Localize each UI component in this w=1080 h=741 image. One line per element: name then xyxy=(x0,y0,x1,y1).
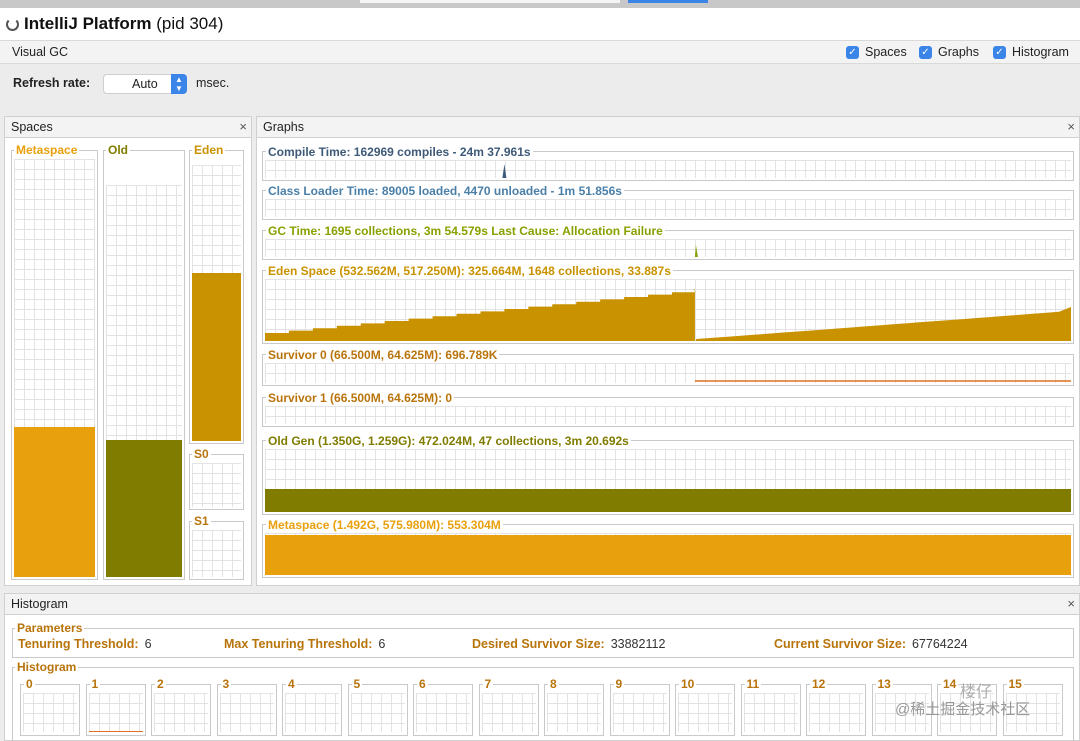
gc-spike xyxy=(694,245,698,257)
window-titlebar: IntelliJ Platform (pid 304) xyxy=(0,8,1080,40)
watermark-author: 楼仔 xyxy=(960,684,993,701)
gc-time-label: GC Time: 1695 collections, 3m 54.579s La… xyxy=(266,224,665,238)
histogram-bin-fill xyxy=(88,731,143,732)
spaces-panel: Metaspace Old Eden S0 S1 xyxy=(4,138,252,586)
compile-spike xyxy=(502,164,507,178)
eden-area-after-gc xyxy=(695,307,1071,341)
histogram-bin: 15 xyxy=(1002,677,1063,736)
histogram-bin: 13 xyxy=(871,677,932,736)
visual-gc-bar: Visual GC ✓ Spaces ✓ Graphs ✓ Histogram xyxy=(0,40,1080,64)
histogram-bin-label: 0 xyxy=(24,677,35,691)
eden-space: Eden xyxy=(189,143,244,444)
visual-gc-title: Visual GC xyxy=(12,45,69,59)
old-gen-graph: Old Gen (1.350G, 1.259G): 472.024M, 47 c… xyxy=(262,434,1074,515)
histogram-bin-label: 6 xyxy=(417,677,428,691)
loading-spinner-icon xyxy=(6,18,19,31)
checkmark-icon: ✓ xyxy=(993,45,1006,59)
histogram-bin-label: 9 xyxy=(613,677,625,691)
gc-time-graph: GC Time: 1695 collections, 3m 54.579s La… xyxy=(262,224,1074,260)
desired-survivor-size: Desired Survivor Size: 33882112 xyxy=(472,637,666,651)
metaspace-graph: Metaspace (1.492G, 575.980M): 553.304M xyxy=(262,518,1074,578)
refresh-rate-select[interactable]: Auto ▲ ▼ xyxy=(103,74,187,94)
histogram-bin: 10 xyxy=(675,677,735,736)
histogram-bin-label: 4 xyxy=(286,677,297,691)
compile-time-label: Compile Time: 162969 compiles - 24m 37.9… xyxy=(266,145,533,159)
graphs-checkbox[interactable]: ✓ Graphs xyxy=(919,45,979,59)
old-space: Old xyxy=(103,143,185,580)
refresh-rate-label: Refresh rate: xyxy=(13,76,91,90)
histogram-bin-label: 14 xyxy=(941,677,959,691)
eden-space-label: Eden Space (532.562M, 517.250M): 325.664… xyxy=(266,264,673,278)
top-strip xyxy=(0,0,1080,8)
parameters-group: Parameters xyxy=(12,621,1074,658)
histogram-group: Histogram xyxy=(12,660,1074,741)
max-tenuring-threshold: Max Tenuring Threshold: 6 xyxy=(224,637,386,651)
spaces-checkbox[interactable]: ✓ Spaces xyxy=(846,45,907,59)
window-title: IntelliJ Platform (pid 304) xyxy=(24,14,224,33)
checkmark-icon: ✓ xyxy=(919,45,932,59)
histogram-bin-label: 2 xyxy=(155,677,166,691)
histogram-bin: 3 xyxy=(216,677,277,736)
metaspace-area xyxy=(265,535,1071,575)
close-icon[interactable]: × xyxy=(1067,596,1075,611)
histogram-bin-label: 13 xyxy=(875,677,893,691)
refresh-unit: msec. xyxy=(196,76,230,90)
survivor0-label: Survivor 0 (66.500M, 64.625M): 696.789K xyxy=(266,348,500,362)
histogram-bin: 12 xyxy=(806,677,866,736)
histogram-bin: 0 xyxy=(20,677,80,736)
histogram-bin-label: 11 xyxy=(744,677,762,691)
checkmark-icon: ✓ xyxy=(846,45,859,59)
metaspace-label: Metaspace (1.492G, 575.980M): 553.304M xyxy=(266,518,503,532)
s0-space: S0 xyxy=(189,447,244,510)
graphs-panel-header: Graphs × xyxy=(256,116,1080,138)
histogram-panel-header: Histogram × xyxy=(4,593,1080,615)
histogram-bin: 11 xyxy=(740,677,801,736)
histogram-bin: 5 xyxy=(347,677,408,736)
close-icon[interactable]: × xyxy=(239,119,247,134)
histogram-bin-label: 5 xyxy=(351,677,363,691)
histogram-bin: 2 xyxy=(151,677,211,736)
histogram-bin: 7 xyxy=(478,677,539,736)
histogram-bin-label: 10 xyxy=(679,677,697,691)
tenuring-threshold: Tenuring Threshold: 6 xyxy=(18,637,152,651)
histogram-checkbox[interactable]: ✓ Histogram xyxy=(993,45,1069,59)
old-fill xyxy=(106,439,182,577)
histogram-bin-label: 3 xyxy=(220,677,232,691)
histogram-bin-label: 7 xyxy=(482,677,494,691)
watermark: @稀土掘金技术社区 xyxy=(895,701,1031,718)
histogram-bin: 9 xyxy=(609,677,670,736)
histogram-bin: 8 xyxy=(544,677,604,736)
histogram-bin: 6 xyxy=(413,677,473,736)
histogram-bin-label: 12 xyxy=(810,677,828,691)
old-gen-label: Old Gen (1.350G, 1.259G): 472.024M, 47 c… xyxy=(266,434,631,448)
close-icon[interactable]: × xyxy=(1067,119,1075,134)
histogram-bin-label: 8 xyxy=(548,677,559,691)
class-loader-graph: Class Loader Time: 89005 loaded, 4470 un… xyxy=(262,184,1074,220)
histogram-bin: 4 xyxy=(282,677,342,736)
eden-area-before-gc xyxy=(265,289,696,341)
histogram-bin-label: 1 xyxy=(89,677,101,691)
histogram-bin: 14 xyxy=(937,677,997,736)
metaspace-space: Metaspace xyxy=(11,143,98,580)
histogram-bin-label: 15 xyxy=(1006,677,1024,691)
stepper-arrows-icon: ▲ ▼ xyxy=(171,74,187,94)
metaspace-fill xyxy=(14,426,95,577)
current-survivor-size: Current Survivor Size: 67764224 xyxy=(774,637,968,651)
eden-fill xyxy=(192,272,241,441)
spaces-panel-header: Spaces × xyxy=(4,116,252,138)
histogram-bin: 1 xyxy=(85,677,146,736)
class-loader-label: Class Loader Time: 89005 loaded, 4470 un… xyxy=(266,184,624,198)
s1-space: S1 xyxy=(189,514,244,580)
survivor1-label: Survivor 1 (66.500M, 64.625M): 0 xyxy=(266,391,455,405)
old-gen-area xyxy=(265,489,1071,512)
survivor1-graph: Survivor 1 (66.500M, 64.625M): 0 xyxy=(262,391,1074,427)
compile-time-graph: Compile Time: 162969 compiles - 24m 37.9… xyxy=(262,145,1074,181)
eden-space-graph: Eden Space (532.562M, 517.250M): 325.664… xyxy=(262,264,1074,344)
survivor0-graph: Survivor 0 (66.500M, 64.625M): 696.789K xyxy=(262,348,1074,386)
